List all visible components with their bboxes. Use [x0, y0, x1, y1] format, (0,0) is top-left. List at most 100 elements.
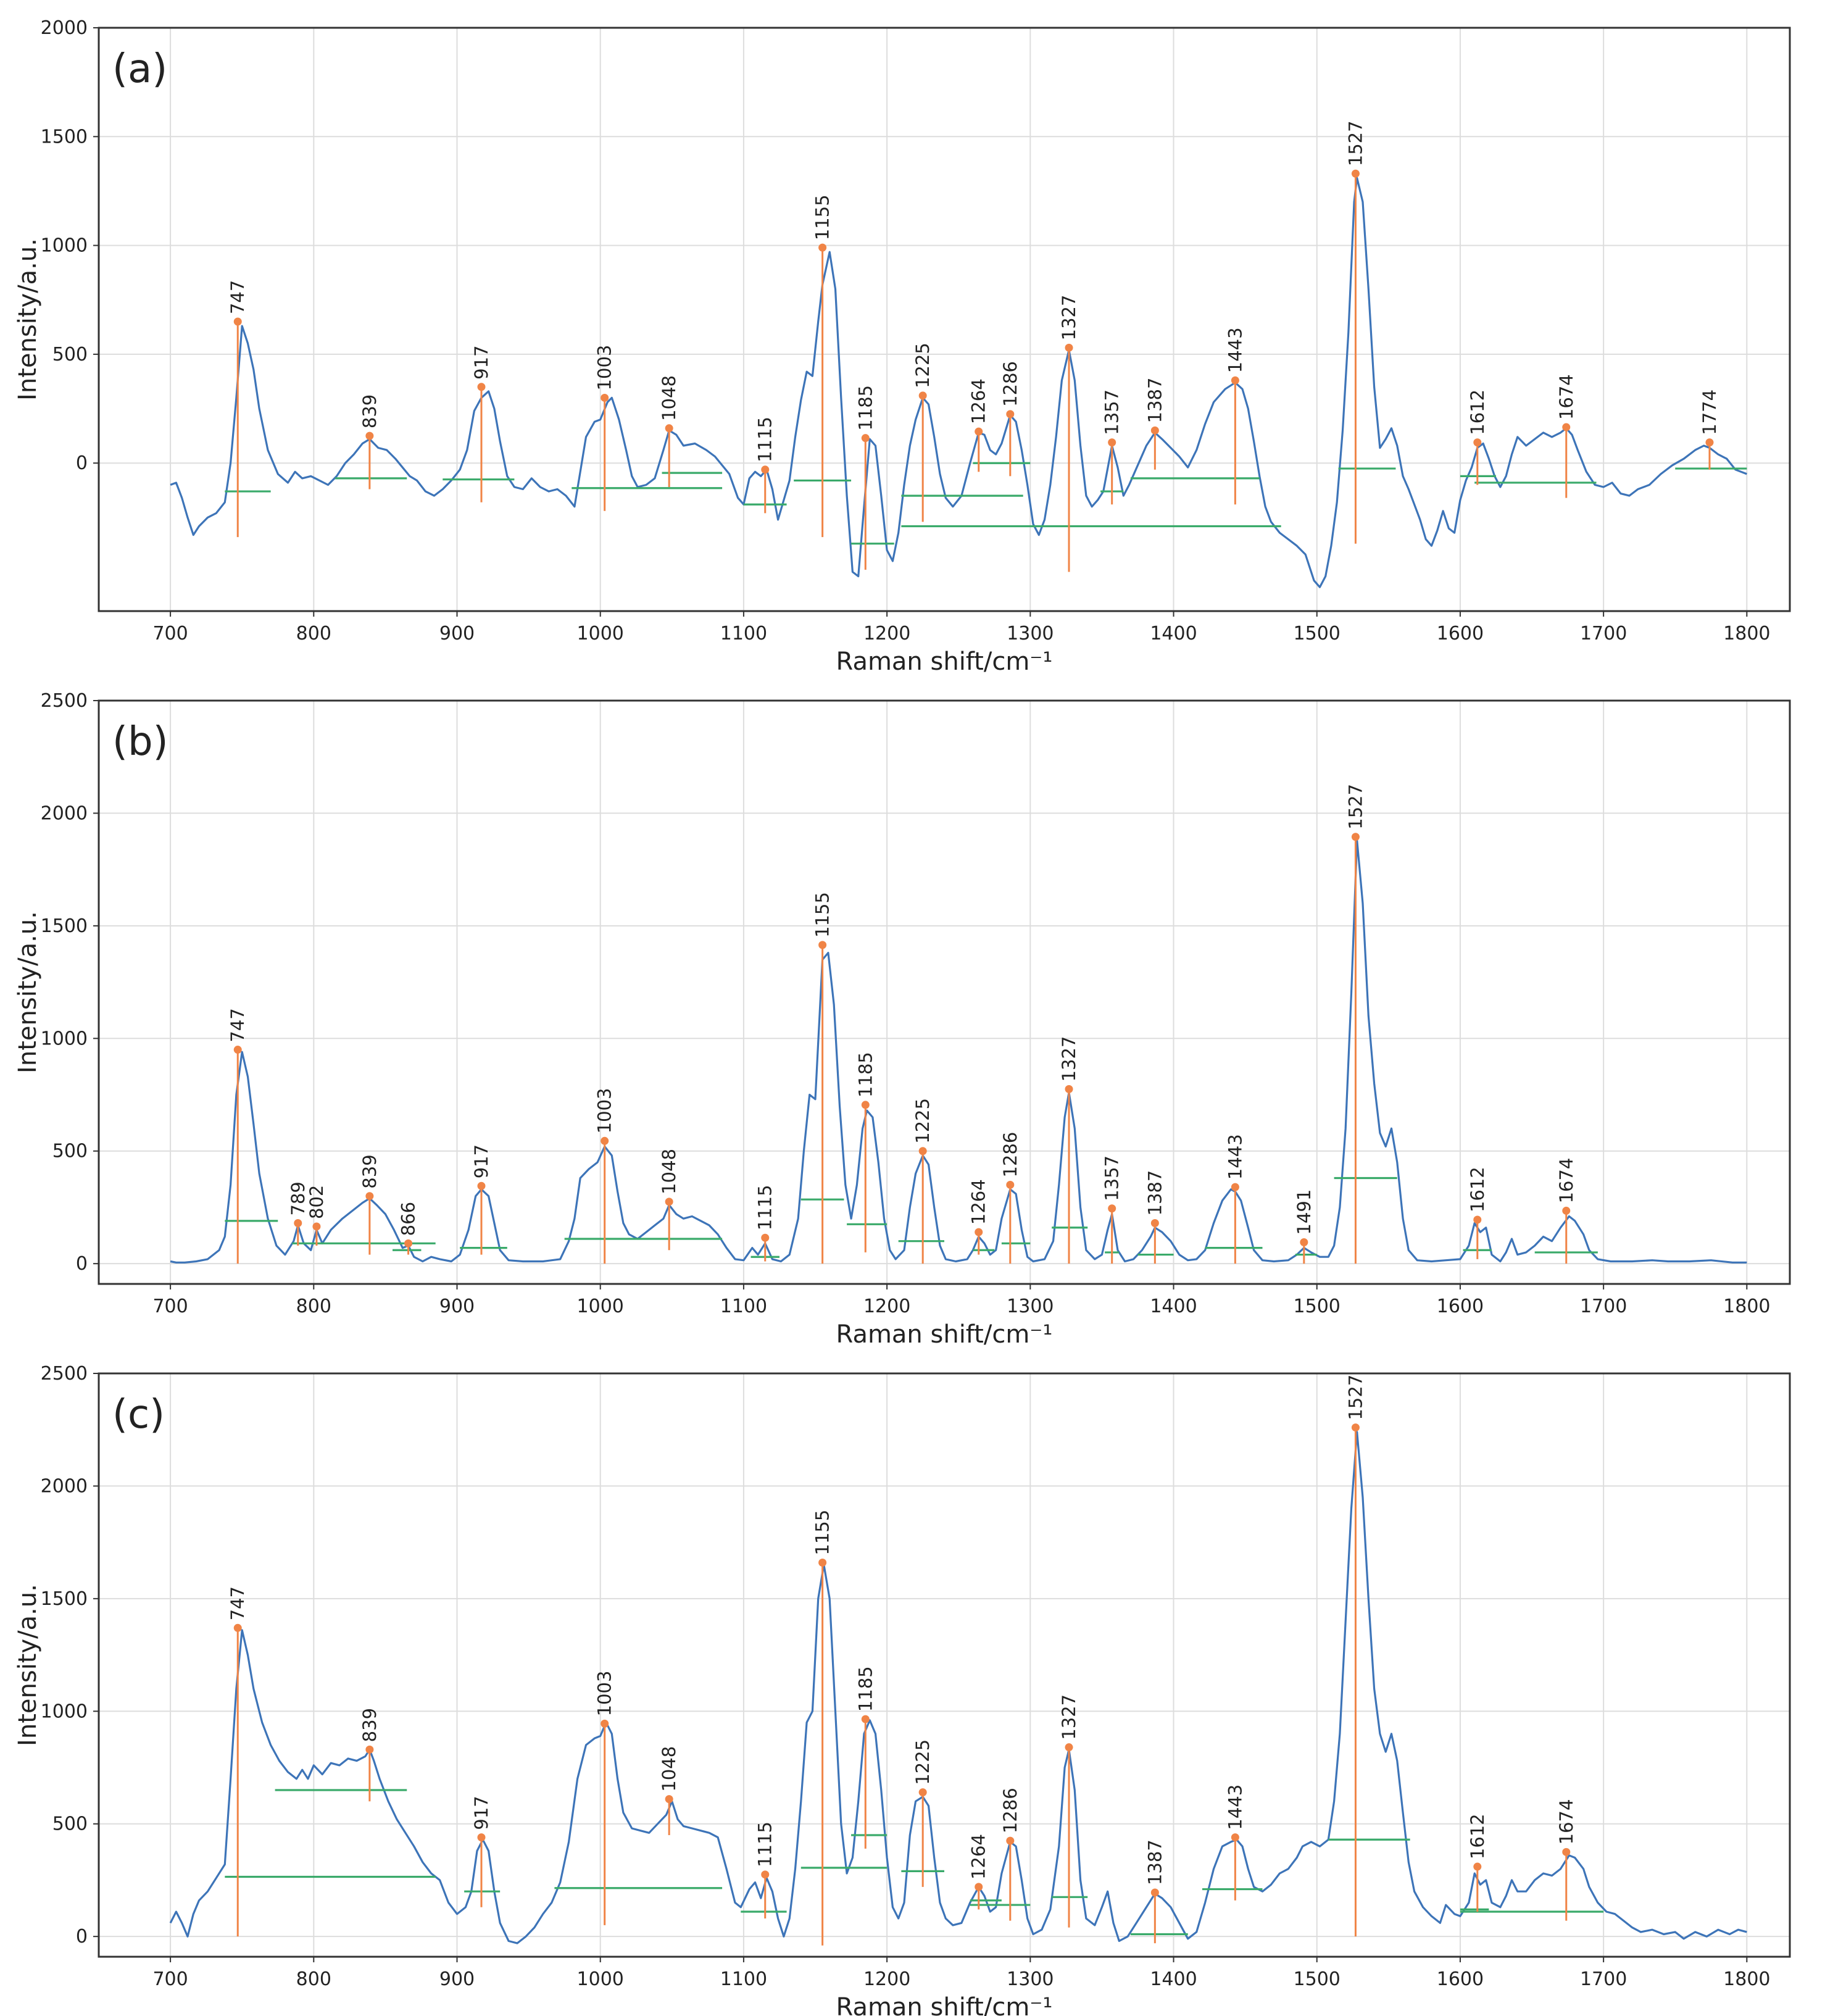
- x-tick-label: 800: [296, 1296, 331, 1317]
- peak-point: [1108, 438, 1116, 447]
- peak-point: [477, 1181, 486, 1190]
- peak-label: 1185: [855, 1052, 876, 1098]
- peak-label: 747: [227, 1586, 248, 1620]
- peak-point: [665, 424, 673, 433]
- peak-label: 1155: [812, 194, 833, 240]
- peak-label: 1357: [1102, 389, 1123, 435]
- peak-label: 1674: [1556, 1158, 1577, 1204]
- peak-point: [477, 383, 486, 391]
- peak-point: [1231, 1833, 1239, 1842]
- peak-point: [918, 391, 927, 400]
- peak-label: 1387: [1144, 1839, 1165, 1885]
- peak-point: [861, 434, 870, 443]
- peak-point: [1150, 1888, 1159, 1897]
- x-tick-label: 1000: [577, 623, 624, 644]
- peak-label: 1674: [1556, 1799, 1577, 1845]
- peak-point: [761, 1233, 770, 1242]
- peak-point: [365, 431, 374, 440]
- x-tick-label: 1600: [1437, 1968, 1484, 1990]
- peak-label: 1185: [855, 1666, 876, 1712]
- peak-label: 1443: [1224, 1785, 1245, 1830]
- x-tick-label: 700: [152, 1296, 188, 1317]
- y-tick-label: 2000: [41, 17, 88, 39]
- x-tick-label: 1400: [1150, 1296, 1197, 1317]
- y-tick-label: 0: [76, 1253, 88, 1275]
- x-tick-label: 1100: [720, 623, 767, 644]
- peak-point: [365, 1745, 374, 1754]
- peak-label: 839: [359, 1708, 380, 1742]
- x-tick-label: 1000: [577, 1968, 624, 1990]
- peak-label: 917: [471, 1796, 492, 1830]
- peak-label: 1527: [1345, 784, 1366, 830]
- x-tick-label: 1200: [863, 1968, 910, 1990]
- peak-label: 1527: [1345, 120, 1366, 166]
- peak-label: 789: [288, 1181, 309, 1215]
- y-tick-label: 2500: [41, 1363, 88, 1385]
- peak-point: [665, 1198, 673, 1206]
- x-tick-label: 1600: [1437, 623, 1484, 644]
- peak-label: 839: [359, 394, 380, 428]
- peak-point: [404, 1239, 413, 1248]
- peak-label: 1774: [1699, 389, 1720, 435]
- peak-label: 802: [306, 1185, 327, 1219]
- peak-point: [233, 1623, 242, 1632]
- x-tick-label: 1300: [1007, 623, 1054, 644]
- peak-label: 917: [471, 1144, 492, 1178]
- peak-label: 1225: [912, 343, 933, 388]
- chart-panel-1: 747 839 917 1003 1048 1115 1155 1185 1225 1264 128…: [14, 17, 1791, 676]
- peak-point: [1065, 1085, 1073, 1093]
- y-tick-label: 0: [76, 1926, 88, 1947]
- peak-point: [1562, 1206, 1571, 1215]
- peak-point: [818, 941, 827, 949]
- peak-label: 1003: [594, 345, 615, 391]
- peak-point: [761, 465, 770, 474]
- peak-label: 917: [471, 345, 492, 379]
- x-tick-label: 1200: [863, 1296, 910, 1317]
- peak-point: [1562, 423, 1571, 431]
- peak-point: [601, 1719, 609, 1728]
- peak-point: [918, 1147, 927, 1156]
- panel-label: (b): [112, 719, 168, 765]
- x-tick-label: 800: [296, 1968, 331, 1990]
- peak-point: [975, 427, 983, 436]
- peak-point: [818, 243, 827, 252]
- plot-frame: [98, 699, 1791, 1285]
- peak-point: [1065, 343, 1073, 352]
- x-tick-label: 1500: [1294, 623, 1341, 644]
- peak-label: 1387: [1144, 1170, 1165, 1216]
- peak-label: 1286: [1000, 361, 1021, 407]
- x-tick-label: 1100: [720, 1296, 767, 1317]
- y-axis-title: Intensity/a.u.: [14, 1584, 42, 1746]
- peak-label: 1003: [594, 1671, 615, 1717]
- peak-point: [1150, 426, 1159, 435]
- peak-point: [1006, 410, 1015, 419]
- peak-point: [1300, 1238, 1308, 1246]
- y-axis-title: Intensity/a.u.: [14, 911, 42, 1073]
- peak-point: [365, 1192, 374, 1201]
- y-tick-label: 1500: [41, 915, 88, 937]
- y-tick-label: 2000: [41, 1475, 88, 1497]
- x-tick-label: 1200: [863, 623, 910, 644]
- x-tick-label: 1000: [577, 1296, 624, 1317]
- peak-label: 1387: [1144, 378, 1165, 423]
- peak-point: [975, 1228, 983, 1236]
- x-tick-label: 1500: [1294, 1968, 1341, 1990]
- peak-label: 1443: [1224, 327, 1245, 373]
- peak-label: 1327: [1058, 295, 1079, 341]
- x-tick-label: 1100: [720, 1968, 767, 1990]
- peak-point: [1705, 438, 1714, 447]
- peak-point: [1562, 1847, 1571, 1856]
- x-tick-label: 1800: [1723, 623, 1770, 644]
- y-tick-label: 2500: [41, 690, 88, 712]
- x-tick-label: 1400: [1150, 1968, 1197, 1990]
- peak-point: [312, 1222, 321, 1231]
- y-tick-label: 1500: [41, 126, 88, 148]
- x-tick-label: 700: [152, 1968, 188, 1990]
- x-tick-label: 1800: [1723, 1968, 1770, 1990]
- x-tick-label: 900: [439, 1296, 475, 1317]
- y-tick-label: 0: [76, 452, 88, 474]
- peak-label: 1443: [1224, 1134, 1245, 1180]
- panel-label: (c): [112, 1392, 165, 1438]
- peak-point: [761, 1870, 770, 1879]
- peak-label: 1491: [1294, 1189, 1315, 1235]
